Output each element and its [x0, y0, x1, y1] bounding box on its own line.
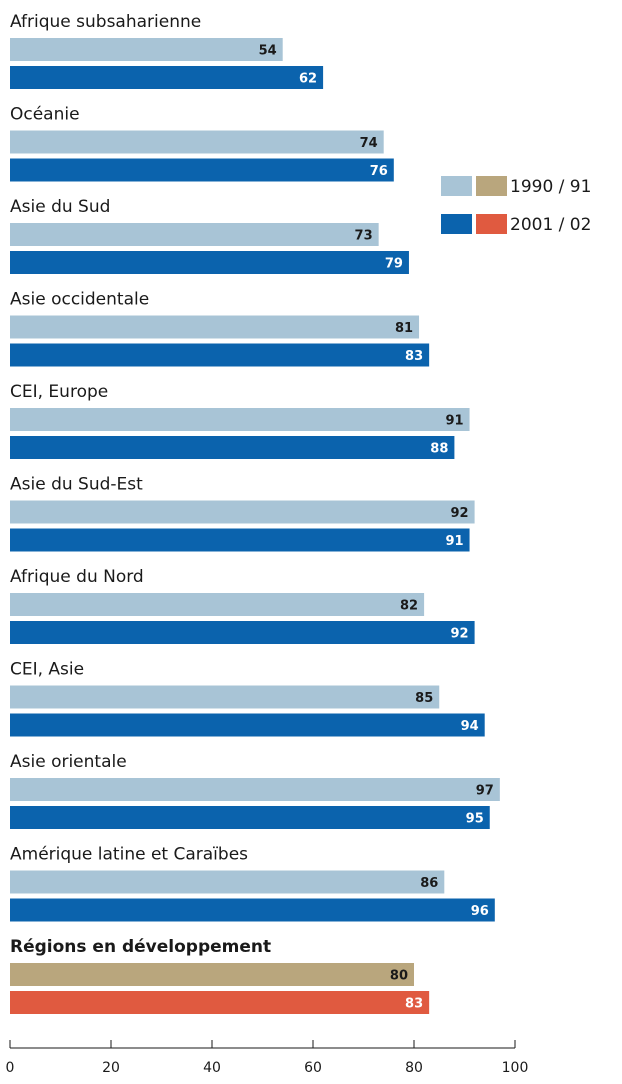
value-label-asie-orientale-series-1: 97: [476, 784, 494, 799]
value-label-regions-en-developpement-series-1: 80: [390, 969, 408, 984]
value-label-afrique-subsaharienne-series-2: 62: [299, 72, 317, 87]
value-label-cei-europe-series-1: 91: [445, 414, 463, 429]
x-tick-label-0: 0: [6, 1060, 15, 1076]
value-label-afrique-du-nord-series-1: 82: [400, 599, 418, 614]
bar-asie-occidentale-series-2: [10, 343, 430, 367]
value-label-oceanie-series-1: 74: [360, 136, 378, 151]
category-label-asie-du-sud-est: Asie du Sud-Est: [10, 475, 143, 495]
value-label-cei-asie-series-1: 85: [415, 691, 433, 706]
bar-cei-europe-series-2: [10, 436, 455, 459]
bar-afrique-subsaharienne-series-1: [10, 38, 283, 61]
value-label-asie-occidentale-series-2: 83: [405, 349, 423, 364]
x-tick-label-60: 60: [304, 1060, 322, 1076]
category-label-regions-en-developpement: Régions en développement: [10, 937, 271, 957]
value-label-regions-en-developpement-series-2: 83: [405, 997, 423, 1012]
bar-afrique-du-nord-series-1: [10, 593, 425, 616]
category-label-afrique-subsaharienne: Afrique subsaharienne: [10, 12, 201, 32]
bar-asie-orientale-series-2: [10, 806, 490, 829]
bar-asie-du-sud-series-1: [10, 223, 379, 246]
bar-afrique-subsaharienne-series-2: [10, 66, 324, 89]
value-label-amerique-latine-et-caraibes-series-1: 86: [420, 876, 438, 891]
value-label-asie-du-sud-series-2: 79: [385, 257, 403, 272]
legend-label-series-1: 1990 / 91: [510, 177, 591, 197]
category-label-oceanie: Océanie: [10, 105, 80, 125]
category-label-amerique-latine-et-caraibes: Amérique latine et Caraïbes: [10, 845, 248, 865]
legend-swatch-series-2-regional: [441, 214, 472, 234]
legend-swatch-series-1-aggregate: [476, 176, 507, 196]
bar-regions-en-developpement-series-2: [10, 991, 430, 1014]
value-label-oceanie-series-2: 76: [370, 164, 388, 179]
value-label-cei-europe-series-2: 88: [430, 442, 448, 457]
bar-asie-du-sud-est-series-1: [10, 500, 475, 524]
legend-swatch-series-1-regional: [441, 176, 472, 196]
value-label-afrique-du-nord-series-2: 92: [451, 627, 469, 642]
bar-oceanie-series-2: [10, 158, 394, 182]
x-tick-label-40: 40: [203, 1060, 221, 1076]
category-label-asie-orientale: Asie orientale: [10, 752, 127, 772]
bar-cei-europe-series-1: [10, 408, 470, 431]
category-label-asie-occidentale: Asie occidentale: [10, 290, 149, 310]
x-tick-label-100: 100: [502, 1060, 529, 1076]
bar-regions-en-developpement-series-1: [10, 963, 414, 986]
bar-asie-du-sud-est-series-2: [10, 528, 470, 552]
value-label-asie-occidentale-series-1: 81: [395, 321, 413, 336]
legend-swatch-series-2-aggregate: [476, 214, 507, 234]
value-label-asie-du-sud-est-series-2: 91: [445, 534, 463, 549]
bar-cei-asie-series-2: [10, 713, 485, 737]
bar-asie-orientale-series-1: [10, 778, 500, 801]
value-label-cei-asie-series-2: 94: [461, 719, 479, 734]
value-label-afrique-subsaharienne-series-1: 54: [259, 44, 277, 59]
bar-afrique-du-nord-series-2: [10, 621, 475, 644]
x-tick-label-80: 80: [405, 1060, 423, 1076]
bar-amerique-latine-et-caraibes-series-2: [10, 898, 495, 922]
bar-amerique-latine-et-caraibes-series-1: [10, 870, 445, 894]
bar-oceanie-series-1: [10, 130, 384, 154]
value-label-amerique-latine-et-caraibes-series-2: 96: [471, 904, 489, 919]
value-label-asie-du-sud-series-1: 73: [355, 229, 373, 244]
legend-label-series-2: 2001 / 02: [510, 215, 591, 235]
category-label-cei-asie: CEI, Asie: [10, 660, 84, 680]
value-label-asie-orientale-series-2: 95: [466, 812, 484, 827]
bar-asie-occidentale-series-1: [10, 315, 420, 339]
category-label-cei-europe: CEI, Europe: [10, 382, 108, 402]
category-label-asie-du-sud: Asie du Sud: [10, 197, 110, 217]
bar-cei-asie-series-1: [10, 685, 440, 709]
value-label-asie-du-sud-est-series-1: 92: [451, 506, 469, 521]
bar-asie-du-sud-series-2: [10, 251, 409, 274]
category-label-afrique-du-nord: Afrique du Nord: [10, 567, 144, 587]
x-tick-label-20: 20: [102, 1060, 120, 1076]
